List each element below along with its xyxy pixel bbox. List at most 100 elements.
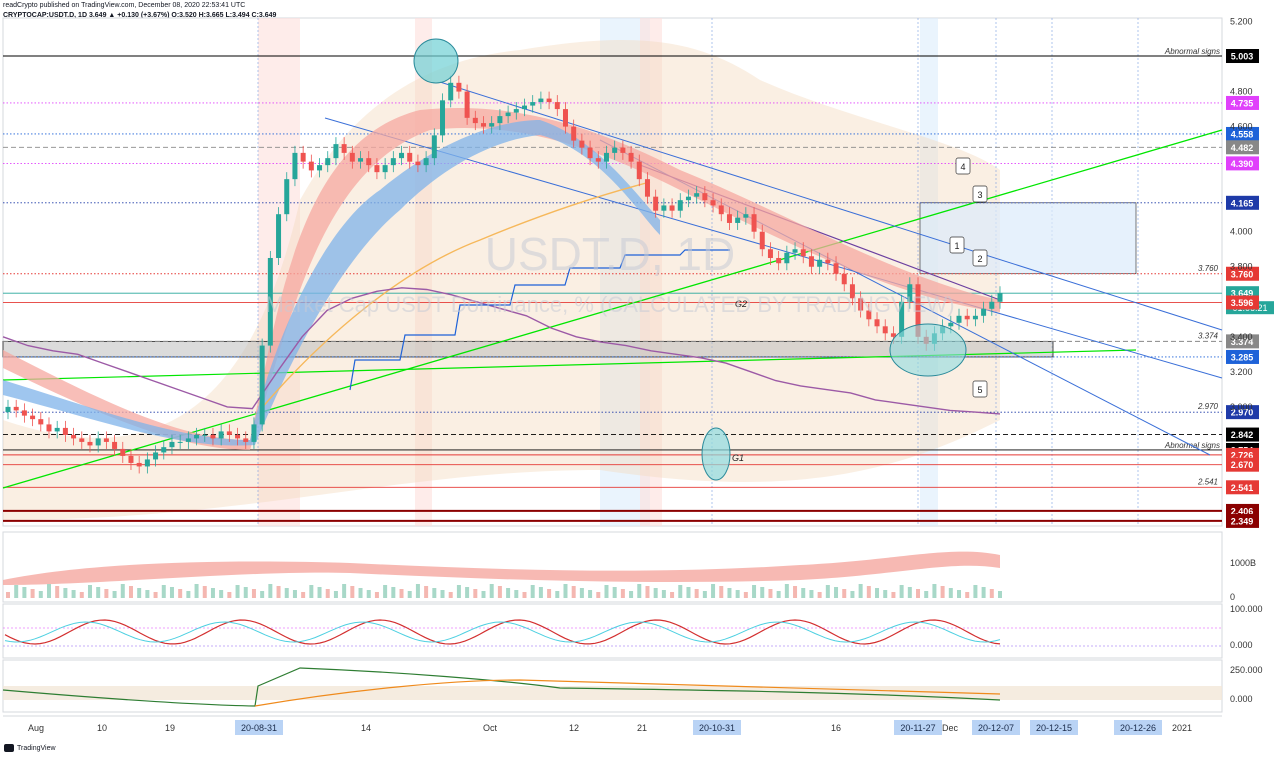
candle-body xyxy=(882,326,888,334)
volume-bar xyxy=(702,591,707,598)
volume-bar xyxy=(924,591,929,598)
volume-bar xyxy=(563,584,568,598)
price-label-box xyxy=(1226,49,1259,64)
price-label: 4.482 xyxy=(1231,143,1254,153)
candle-body xyxy=(177,441,183,443)
price-label: 4.735 xyxy=(1231,98,1254,108)
volume-band xyxy=(3,551,1000,585)
x-tick-label: 21 xyxy=(637,723,647,733)
symbol-line: CRYPTOCAP:USDT.D, 1D 3.649 ▲ +0.130 (+3.… xyxy=(3,12,277,19)
candle-body xyxy=(300,152,306,162)
annotation-label: 4 xyxy=(960,162,965,172)
volume-bar xyxy=(383,585,388,598)
volume-bar xyxy=(317,587,322,598)
price-label: 5.003 xyxy=(1231,52,1254,62)
highlight-band xyxy=(640,18,662,526)
volume-bar xyxy=(227,592,232,598)
candle-body xyxy=(956,315,962,323)
y-tick-label: 3.800 xyxy=(1230,262,1253,272)
candle-body xyxy=(448,82,454,101)
volume-bar xyxy=(612,587,617,598)
candle-body xyxy=(103,438,109,442)
candle-body xyxy=(472,117,478,124)
volume-bar xyxy=(325,589,330,598)
volume-bar xyxy=(555,591,560,598)
candle-body xyxy=(964,315,970,320)
annotations: G2 G1 1 2 3 4 5 xyxy=(413,38,988,481)
volume-bar xyxy=(407,591,412,598)
candle-body xyxy=(71,434,77,439)
candle-body xyxy=(136,462,142,467)
volume-bar xyxy=(202,586,207,598)
annotation-label: 2 xyxy=(977,254,982,264)
candle-body xyxy=(194,434,200,439)
date-label-box xyxy=(1030,720,1078,735)
price-label: 3.285 xyxy=(1231,352,1254,362)
price-label-box xyxy=(1226,457,1259,472)
candle-body xyxy=(456,82,462,92)
momentum-signal xyxy=(254,679,1001,707)
volume-bar xyxy=(243,587,248,598)
volume-bar xyxy=(235,585,240,598)
candle-body xyxy=(735,217,741,223)
x-tick-label: 2021 xyxy=(1172,723,1192,733)
candle-body xyxy=(259,345,265,425)
volume-bar xyxy=(333,591,338,598)
candle-body xyxy=(612,147,618,153)
price-label-box xyxy=(1226,126,1259,141)
y-tick-label: 3.000 xyxy=(1230,402,1253,412)
purple-ma xyxy=(2,287,1001,415)
volume-bar xyxy=(260,591,265,598)
candle-body xyxy=(858,298,864,311)
volume-bar xyxy=(809,590,814,598)
candle-body xyxy=(833,263,839,274)
volume-bar xyxy=(22,587,27,598)
volume-bar xyxy=(79,592,84,598)
x-tick-label: 19 xyxy=(165,723,175,733)
callout-box xyxy=(972,249,988,267)
candle-body xyxy=(317,165,323,171)
volume-bar xyxy=(629,591,634,598)
volume-bar xyxy=(399,589,404,598)
pane-axis-label: 0 xyxy=(1230,592,1235,602)
price-label-box xyxy=(1226,427,1259,442)
candle-body xyxy=(481,123,487,127)
watermark-description: Market Cap USDT Dominance, % (CALCULATED… xyxy=(265,292,954,317)
volume-bar xyxy=(366,590,371,598)
volume-bar xyxy=(932,584,937,598)
candle-body xyxy=(349,152,355,162)
candle-body xyxy=(841,273,847,285)
chart-header: readCrypto published on TradingView.com,… xyxy=(3,1,276,21)
volume-bar xyxy=(940,586,945,598)
x-tick-label: Dec xyxy=(942,723,959,733)
volume-bar xyxy=(530,585,535,598)
candle-body xyxy=(202,434,208,436)
volume-bar xyxy=(506,588,511,598)
volume-bar xyxy=(842,589,847,598)
oscillator-signal xyxy=(4,621,1001,643)
volume-bar xyxy=(588,590,593,598)
highlight-circle xyxy=(701,427,731,481)
candle-body xyxy=(251,424,257,442)
candle-body xyxy=(866,310,872,320)
volume-bar xyxy=(55,586,60,598)
brand-footer[interactable]: TradingView xyxy=(4,744,56,752)
price-label: 4.165 xyxy=(1231,198,1254,208)
candle-body xyxy=(972,315,978,320)
candle-body xyxy=(874,319,880,327)
price-label-box xyxy=(1226,95,1259,110)
publisher-line: readCrypto published on TradingView.com,… xyxy=(3,2,246,9)
candle-body xyxy=(415,161,421,166)
candle-body xyxy=(530,102,536,106)
volume-bar xyxy=(87,585,92,598)
volume-bar xyxy=(137,588,142,598)
volume-bar xyxy=(6,592,10,598)
volume-bar xyxy=(735,590,740,598)
volume-bar xyxy=(46,584,51,598)
candle-body xyxy=(284,179,290,215)
volume-bar xyxy=(760,587,765,598)
volume-bar xyxy=(128,586,133,598)
candle-body xyxy=(808,256,814,267)
volume-bar xyxy=(120,584,125,598)
